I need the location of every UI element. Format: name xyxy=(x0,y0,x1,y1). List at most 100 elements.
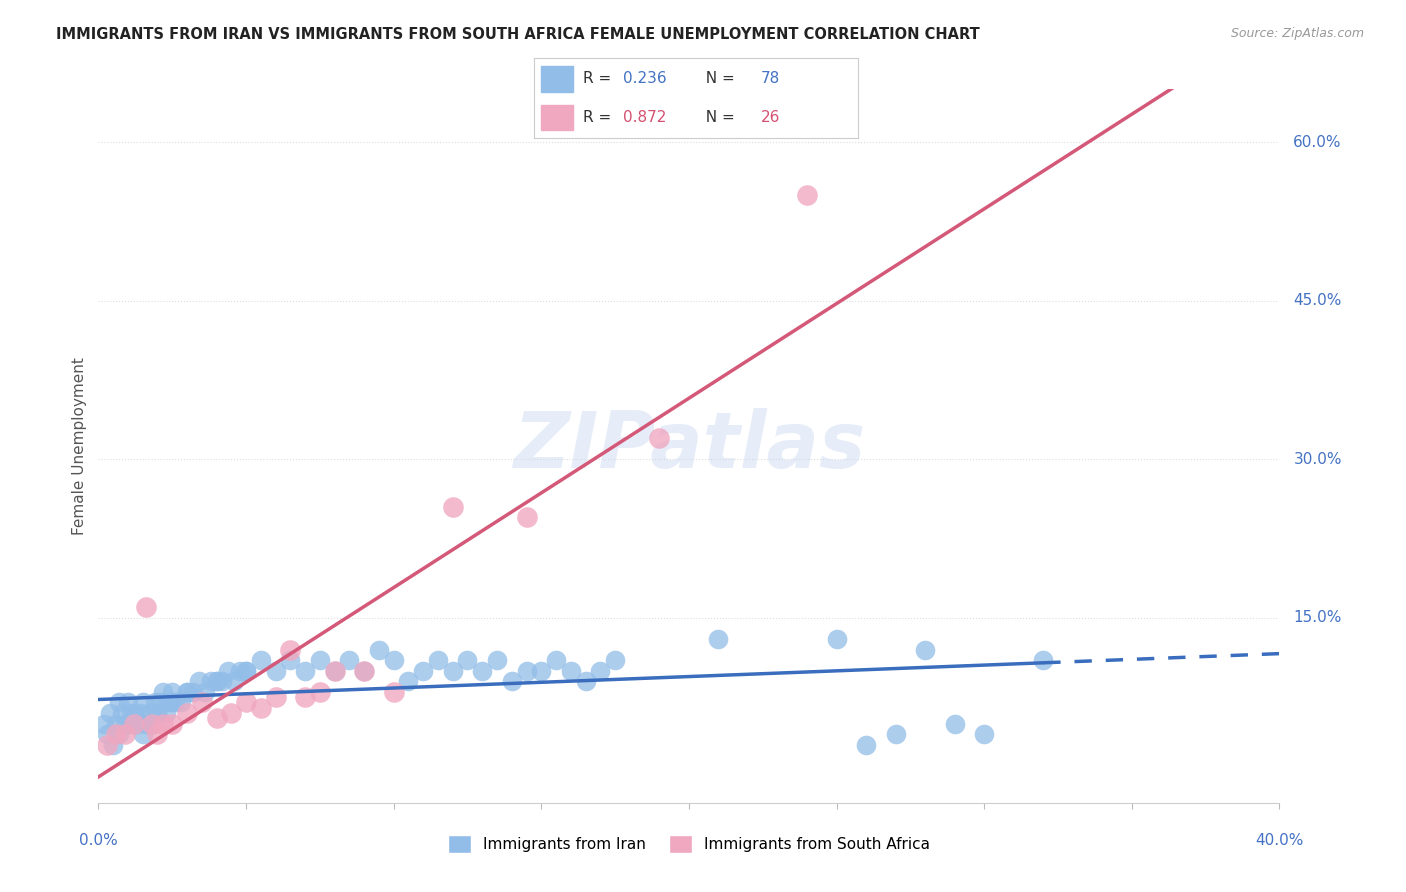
Point xyxy=(855,738,877,752)
Point xyxy=(108,727,131,741)
Bar xyxy=(541,66,574,92)
Point xyxy=(125,716,148,731)
Text: 60.0%: 60.0% xyxy=(1294,135,1341,150)
Point xyxy=(98,706,121,720)
Point xyxy=(264,690,287,704)
Point xyxy=(973,727,995,741)
Point xyxy=(146,706,169,720)
Point xyxy=(176,706,198,720)
Point xyxy=(200,674,222,689)
Point xyxy=(294,664,316,678)
Point xyxy=(250,653,273,667)
Point xyxy=(486,653,509,667)
Point xyxy=(205,711,228,725)
Point xyxy=(194,685,217,699)
Point xyxy=(122,716,145,731)
Point xyxy=(135,600,157,615)
Point xyxy=(155,706,177,720)
Y-axis label: Female Unemployment: Female Unemployment xyxy=(72,357,87,535)
Point xyxy=(396,674,419,689)
Point xyxy=(149,695,172,709)
Point xyxy=(211,674,233,689)
Text: 78: 78 xyxy=(761,71,780,87)
Point xyxy=(441,664,464,678)
Point xyxy=(105,716,128,731)
Point xyxy=(337,653,360,667)
Point xyxy=(323,664,346,678)
Point xyxy=(96,738,118,752)
Text: 0.0%: 0.0% xyxy=(79,833,118,848)
Point xyxy=(128,706,150,720)
Point xyxy=(217,664,239,678)
Point xyxy=(914,642,936,657)
Point xyxy=(224,674,246,689)
Point xyxy=(114,727,136,741)
Bar xyxy=(541,104,574,130)
Point xyxy=(191,695,214,709)
Point xyxy=(884,727,907,741)
Point xyxy=(117,695,139,709)
Point xyxy=(143,695,166,709)
Point xyxy=(205,674,228,689)
Point xyxy=(93,716,115,731)
Point xyxy=(278,642,302,657)
Point xyxy=(162,685,183,699)
Point xyxy=(181,685,204,699)
Point xyxy=(132,727,155,741)
Point xyxy=(141,716,163,731)
Point xyxy=(294,690,316,704)
Text: IMMIGRANTS FROM IRAN VS IMMIGRANTS FROM SOUTH AFRICA FEMALE UNEMPLOYMENT CORRELA: IMMIGRANTS FROM IRAN VS IMMIGRANTS FROM … xyxy=(56,27,980,42)
Text: Source: ZipAtlas.com: Source: ZipAtlas.com xyxy=(1230,27,1364,40)
Point xyxy=(278,653,302,667)
Point xyxy=(229,664,252,678)
Point xyxy=(235,664,257,678)
Point xyxy=(141,716,163,731)
Point xyxy=(471,664,494,678)
Point xyxy=(105,727,128,741)
Text: 26: 26 xyxy=(761,110,780,125)
Text: 45.0%: 45.0% xyxy=(1294,293,1341,308)
Point xyxy=(103,738,125,752)
Point xyxy=(114,716,136,731)
Point xyxy=(368,642,391,657)
Point xyxy=(544,653,567,667)
Point xyxy=(120,706,142,720)
Point xyxy=(353,664,375,678)
Point xyxy=(605,653,627,667)
Point xyxy=(441,500,464,514)
Point xyxy=(530,664,553,678)
Point xyxy=(120,716,142,731)
Point xyxy=(648,431,671,445)
Point xyxy=(796,188,818,202)
Point xyxy=(108,695,131,709)
Text: 40.0%: 40.0% xyxy=(1256,833,1303,848)
Text: 15.0%: 15.0% xyxy=(1294,610,1341,625)
Point xyxy=(135,716,157,731)
Point xyxy=(309,653,332,667)
Point xyxy=(152,716,174,731)
Point xyxy=(165,695,187,709)
Point xyxy=(176,685,198,699)
Text: 0.236: 0.236 xyxy=(623,71,666,87)
Point xyxy=(205,674,228,689)
Point xyxy=(162,716,183,731)
Point xyxy=(235,695,257,709)
Point xyxy=(707,632,730,646)
Point xyxy=(825,632,848,646)
Text: R =: R = xyxy=(582,71,616,87)
Point xyxy=(943,716,966,731)
Point xyxy=(515,510,537,524)
Point xyxy=(146,727,169,741)
Point xyxy=(187,674,209,689)
Point xyxy=(589,664,612,678)
Point xyxy=(382,653,405,667)
Point xyxy=(152,685,174,699)
Text: N =: N = xyxy=(696,71,740,87)
Text: N =: N = xyxy=(696,110,740,125)
Point xyxy=(309,685,332,699)
Point xyxy=(264,664,287,678)
Point xyxy=(162,695,183,709)
Point xyxy=(146,706,169,720)
Point xyxy=(412,664,434,678)
Point xyxy=(132,695,155,709)
